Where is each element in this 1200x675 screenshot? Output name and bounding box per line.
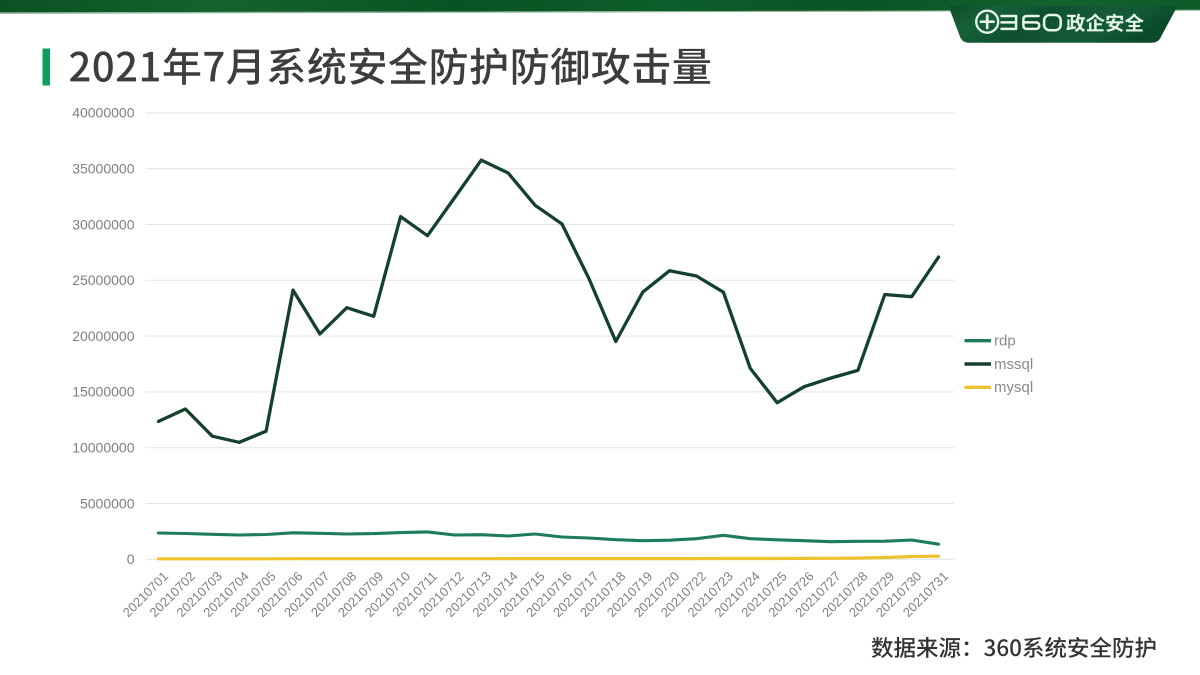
svg-text:rdp: rdp	[994, 333, 1016, 350]
svg-text:25000000: 25000000	[72, 272, 135, 288]
svg-text:30000000: 30000000	[72, 216, 135, 232]
svg-text:20000000: 20000000	[72, 328, 135, 344]
svg-text:mssql: mssql	[994, 356, 1033, 373]
svg-text:15000000: 15000000	[72, 384, 135, 400]
svg-text:5000000: 5000000	[80, 495, 135, 511]
svg-text:0: 0	[127, 551, 135, 567]
svg-text:40000000: 40000000	[72, 105, 135, 121]
svg-text:mysql: mysql	[994, 379, 1033, 396]
svg-text:35000000: 35000000	[72, 161, 135, 177]
svg-text:10000000: 10000000	[72, 440, 135, 456]
